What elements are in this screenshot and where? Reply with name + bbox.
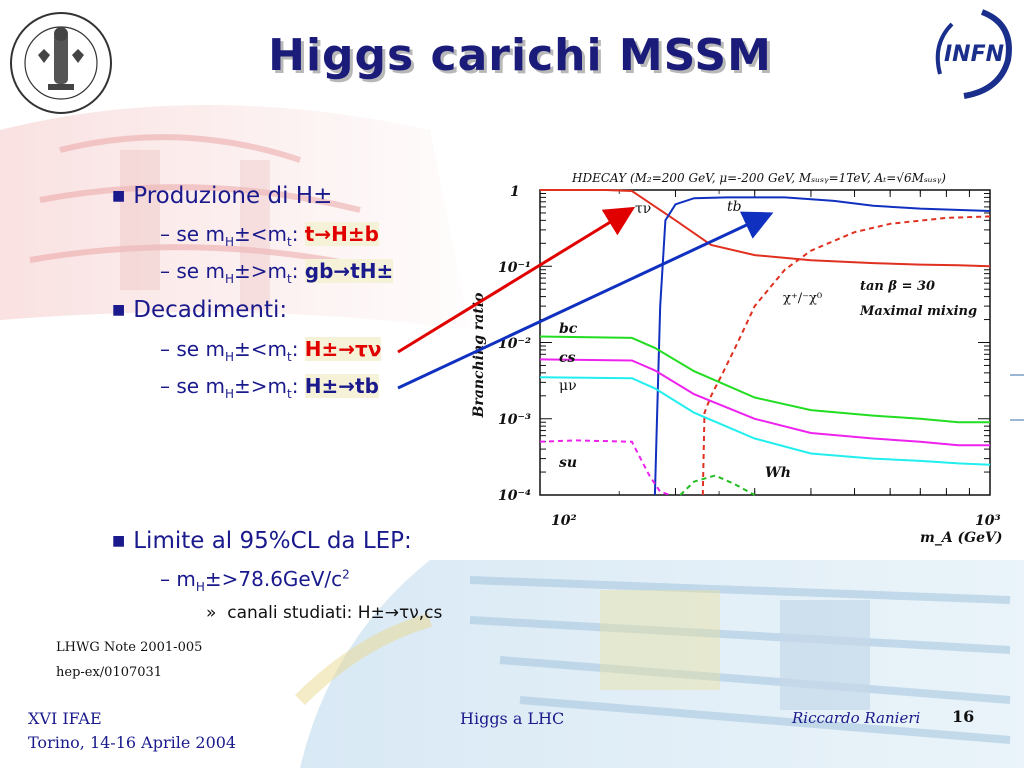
process-gb-to-th: gb→tH± [304, 259, 394, 283]
series-line-1 [653, 196, 991, 496]
page-title: Higgs carichi MSSM [268, 30, 772, 81]
bullet-limite-text: Limite al 95%CL da LEP: [133, 528, 412, 554]
plot-frame [539, 189, 991, 496]
series-line-5 [539, 376, 991, 466]
series-line-3 [539, 335, 990, 424]
y-tick-label: 10⁻⁴ [498, 488, 531, 504]
series-label-tb: tb [727, 199, 742, 215]
y-tick-label: 10⁻¹ [498, 260, 531, 276]
bullet-produzione: ■ Produzione di H± [112, 183, 333, 209]
x-tick-label: 10² [551, 513, 577, 529]
infn-logo-text: INFN [944, 42, 1005, 67]
arrow-taunu [397, 206, 636, 354]
series-line-7 [679, 474, 756, 496]
bullet-canali: » canali studiati: H±→τν,cs [206, 603, 443, 623]
y-tick-label: 10⁻³ [498, 412, 531, 428]
chart-title: HDECAY (M₂=200 GeV, μ=-200 GeV, Mₛᵤₛᵧ=1T… [571, 171, 946, 185]
x-tick-label: 10³ [975, 513, 1001, 529]
y-tick-label: 10⁻² [498, 336, 531, 352]
university-seal-logo [8, 10, 114, 116]
series-label-munu: μν [559, 378, 577, 394]
reference-note-1: LHWG Note 2001-005 [56, 640, 203, 655]
footer-location-date: Torino, 14-16 Aprile 2004 [28, 733, 237, 752]
y-tick-label: 1 [510, 184, 520, 200]
arrow-tb [397, 211, 774, 390]
bullet-limite: ■ Limite al 95%CL da LEP: [112, 528, 412, 554]
series-label-bc: bc [559, 321, 578, 337]
bullet-decadimenti: ■ Decadimenti: [112, 297, 288, 323]
series-label-su: su [559, 455, 577, 471]
x-axis-label: m_A (GeV) [920, 530, 1003, 546]
series-line-0 [540, 189, 991, 268]
decay-h-to-taunu: H±→τν [304, 337, 382, 361]
series-line-4 [539, 358, 990, 447]
bullet-produzione-2: – se mH±>mt: gb→tH± [160, 259, 394, 286]
annotation-maximal-mixing: Maximal mixing [859, 304, 977, 319]
bullet-decadimenti-text: Decadimenti: [133, 297, 288, 323]
process-t-to-hb: t→H±b [304, 222, 379, 246]
series-label-wh: Wh [765, 465, 791, 481]
infn-logo: INFN [922, 4, 1018, 104]
branching-ratio-chart: HDECAY (M₂=200 GeV, μ=-200 GeV, Mₛᵤₛᵧ=1T… [465, 165, 1010, 555]
reference-note-2: hep-ex/0107031 [56, 665, 163, 680]
footer-talk-title: Higgs a LHC [460, 709, 565, 728]
footer-author: Riccardo Ranieri [792, 709, 921, 727]
bullet-decadimenti-2: – se mH±>mt: H±→tb [160, 374, 379, 401]
series-label-cs: cs [559, 350, 576, 366]
y-axis-label: Branching ratio [471, 293, 487, 419]
bullet-decadimenti-1: – se mH±<mt: H±→τν [160, 337, 382, 364]
bullet-produzione-text: Produzione di H± [133, 183, 333, 209]
page-number: 16 [952, 707, 975, 726]
footer-conference: XVI IFAE [28, 709, 102, 728]
series-label-taunu: τν [635, 201, 651, 217]
series-label-chargino-neutralino: χ⁺/⁻χ⁰ [783, 291, 822, 306]
decay-h-to-tb: H±→tb [304, 374, 379, 398]
annotation-tan-beta: tan β = 30 [860, 279, 935, 294]
bullet-limite-value: – mH±>78.6GeV/c2 [160, 567, 350, 594]
series-line-2 [701, 215, 991, 496]
bullet-produzione-1: – se mH±<mt: t→H±b [160, 222, 379, 249]
